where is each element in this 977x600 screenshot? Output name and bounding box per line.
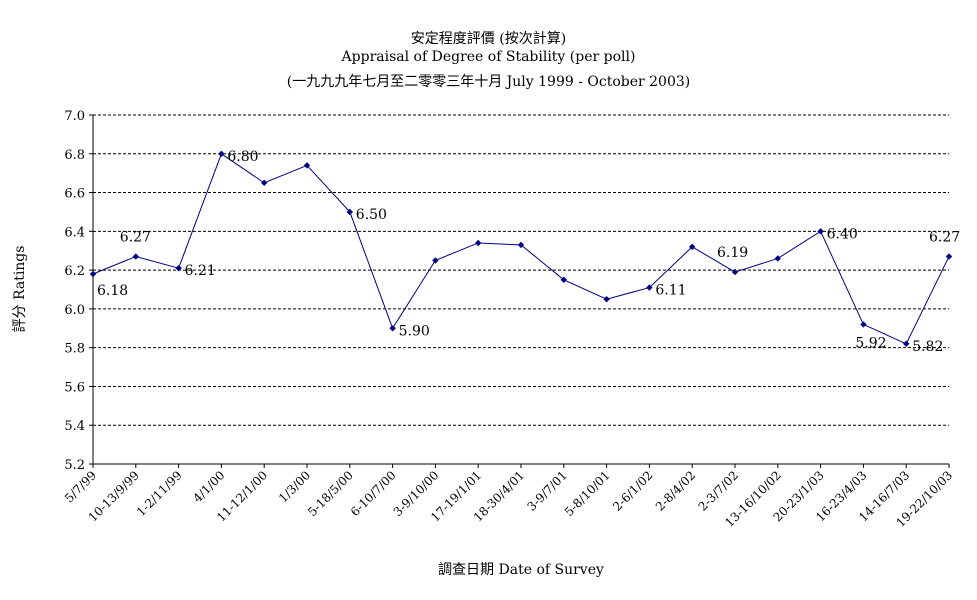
x-tick-label: 6-10/7/00 [348,468,399,519]
x-tick-label: 1/3/00 [276,468,313,505]
y-tick-label: 5.6 [64,380,85,395]
x-tick-label: 2-6/1/02 [610,468,655,513]
chart-title: 安定程度評價 (按次計算) [410,31,567,47]
data-label: 6.11 [655,283,686,299]
x-tick-label: 2-8/4/02 [653,468,698,513]
data-point [89,270,97,278]
data-label: 5.92 [855,335,886,351]
series-line [92,153,950,345]
x-axis-label: 調查日期 Date of Survey [438,562,604,578]
data-point [475,239,482,247]
data-label: 6.27 [120,230,151,246]
y-axis-label: 評分 Ratings [12,246,28,333]
data-label: 6.27 [929,230,960,246]
data-point [175,264,182,272]
data-point [731,268,739,276]
data-point [517,241,525,249]
axes [89,114,950,468]
data-point [261,179,268,187]
data-point [689,243,696,251]
data-point [817,228,824,235]
data-label: 6.18 [97,283,128,299]
data-point [903,340,910,347]
data-label: 5.90 [399,323,430,339]
data-label: 6.80 [227,149,258,165]
data-point [945,253,953,260]
y-tick-label: 5.8 [64,342,85,357]
data-label: 6.40 [827,226,858,242]
x-tick-label: 5-18/5/00 [305,468,356,519]
y-tick-label: 6.0 [64,303,85,318]
chart-subtitle: Appraisal of Degree of Stability (per po… [341,49,636,65]
series-ratings [89,150,953,347]
data-label: 6.50 [356,207,387,223]
x-tick-label: 5/7/99 [62,468,99,505]
data-point [132,253,139,260]
y-tick-label: 5.2 [64,458,85,473]
data-point [346,208,353,216]
x-tick-label: 4/1/00 [190,468,227,505]
data-point [432,257,439,264]
gridlines [93,114,949,426]
data-point [218,150,225,157]
x-tick-label: 5-8/10/01 [562,468,613,519]
y-tick-label: 6.6 [64,187,85,202]
data-point [860,321,867,328]
data-label: 6.19 [717,245,748,261]
y-tick-label: 6.2 [64,264,85,279]
y-tick-label: 5.4 [64,419,85,434]
data-point [560,276,567,284]
y-tick-label: 6.4 [64,225,85,240]
x-tick-label: 1-2/11/99 [134,468,185,519]
y-tick-labels: 7.0 6.8 6.6 6.4 6.2 6.0 5.8 5.6 5.4 5.2 [64,109,85,473]
data-labels: 6.18 6.27 6.21 6.80 6.50 5.90 6.11 6.19 6.40 5.92… [97,149,960,355]
data-point [389,325,396,332]
data-point [774,255,781,262]
chart-period: (一九九九年七月至二零零三年十月 July 1999 - October 200… [286,74,691,90]
data-label: 6.21 [185,263,216,279]
data-point [646,284,653,291]
data-label: 5.82 [912,339,943,355]
data-point [603,295,610,303]
data-point [303,162,311,169]
y-tick-label: 6.8 [64,148,85,163]
y-tick-label: 7.0 [64,109,85,124]
